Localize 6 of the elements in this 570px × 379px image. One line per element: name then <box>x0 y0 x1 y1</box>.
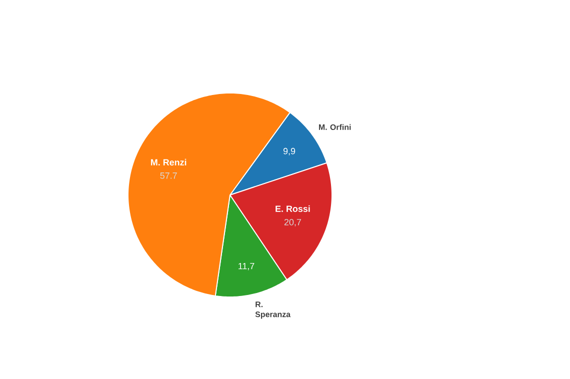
data-label: 20,7 <box>284 218 301 226</box>
slice-label: M. Renzi <box>151 158 186 166</box>
data-label: 11,7 <box>238 262 254 270</box>
slice-label: E. Rossi <box>276 205 310 212</box>
data-label: 57.7 <box>160 172 177 179</box>
data-label: 9,9 <box>283 148 296 156</box>
